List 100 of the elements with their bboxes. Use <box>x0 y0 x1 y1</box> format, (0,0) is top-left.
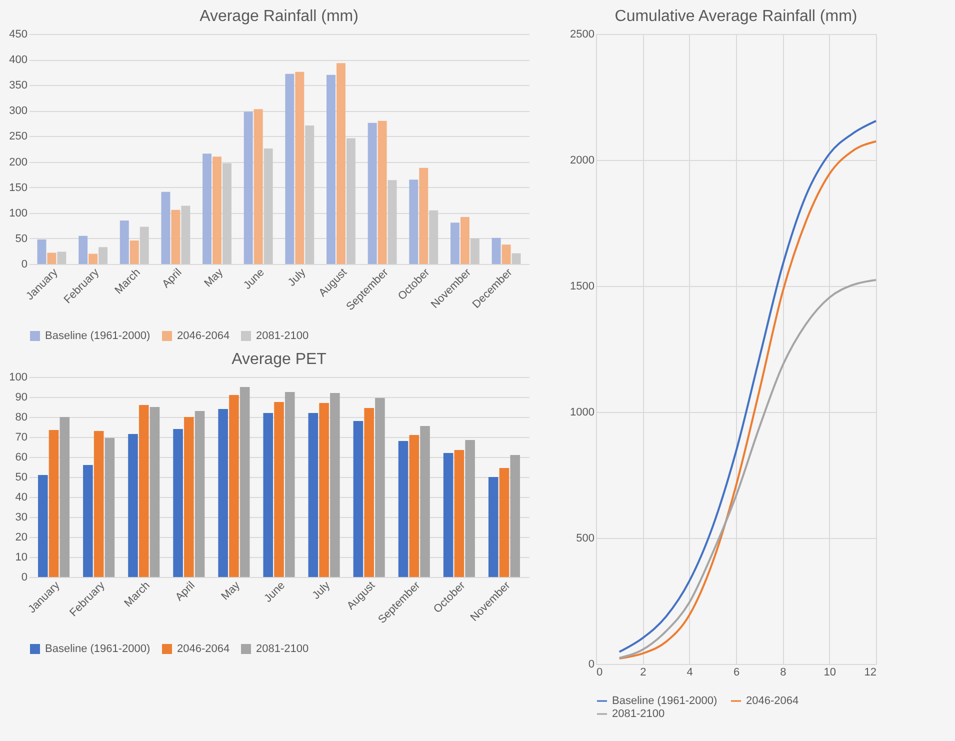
bar <box>244 112 253 264</box>
bar <box>512 253 521 264</box>
bar <box>465 440 475 577</box>
bar <box>285 74 294 264</box>
legend-label: 2081-2100 <box>256 330 309 342</box>
y-tick-label: 20 <box>15 532 28 544</box>
x-tick-label: 10 <box>824 666 836 678</box>
line-series <box>618 278 877 659</box>
legend-label: 2046-2064 <box>177 643 230 655</box>
bar <box>295 72 304 264</box>
x-tick-label: 6 <box>733 666 740 678</box>
bar <box>510 455 520 577</box>
bar <box>47 252 56 264</box>
bar <box>470 238 480 264</box>
y-tick-label: 10 <box>15 552 28 564</box>
bar <box>218 409 228 577</box>
bar <box>488 477 498 577</box>
y-tick-label: 350 <box>9 80 28 92</box>
y-tick-label: 100 <box>9 207 28 220</box>
bar <box>222 163 232 264</box>
bar <box>83 465 93 577</box>
legend-label: Baseline (1961-2000) <box>45 643 150 655</box>
bar <box>284 392 295 577</box>
bar <box>78 236 88 264</box>
bar <box>38 475 48 577</box>
legend-label: 2081-2100 <box>612 708 665 720</box>
bar <box>492 238 501 264</box>
bar <box>398 441 408 577</box>
bar <box>319 403 329 577</box>
x-tick-label: 2 <box>640 666 646 678</box>
bar <box>264 148 273 264</box>
chart-title: Cumulative Average Rainfall (mm) <box>614 8 858 25</box>
bar <box>460 216 470 264</box>
x-tick-label: 4 <box>686 666 693 678</box>
x-tick-label: July <box>286 266 308 289</box>
bar <box>202 154 212 264</box>
bar <box>346 138 356 264</box>
y-tick-label: 150 <box>9 182 28 194</box>
bar <box>60 417 70 577</box>
bar <box>336 63 346 264</box>
y-tick-label: 30 <box>15 512 28 524</box>
x-tick-label: 8 <box>780 666 786 678</box>
chart-title: Average PET <box>232 351 327 368</box>
y-tick-label: 90 <box>15 392 28 404</box>
y-tick-label: 0 <box>21 572 28 584</box>
legend-label: 2081-2100 <box>256 643 309 655</box>
bar <box>499 468 510 577</box>
bar <box>37 239 46 264</box>
bar <box>128 434 138 577</box>
legend-label: Baseline (1961-2000) <box>45 330 150 342</box>
bar <box>368 122 377 264</box>
bar <box>194 411 205 577</box>
bar <box>263 413 274 577</box>
x-tick-label: May <box>202 266 226 290</box>
bar <box>274 402 284 577</box>
y-tick-label: 0 <box>21 258 28 270</box>
y-tick-label: 200 <box>9 156 28 168</box>
y-tick-label: 40 <box>15 492 28 504</box>
bar <box>375 398 385 577</box>
y-tick-label: 2500 <box>570 28 594 40</box>
bar <box>326 74 336 264</box>
bar <box>240 387 250 577</box>
bar <box>57 252 66 264</box>
y-tick-label: 50 <box>15 232 28 245</box>
bar <box>229 395 239 577</box>
bar <box>138 405 149 577</box>
bar <box>120 220 129 264</box>
y-tick-label: 60 <box>15 452 28 464</box>
bar <box>254 109 263 264</box>
bar <box>454 450 464 577</box>
legend-label: Baseline (1961-2000) <box>612 695 718 707</box>
bar <box>388 180 397 264</box>
x-tick-label: 12 <box>864 666 876 678</box>
y-tick-label: 500 <box>576 532 594 544</box>
bar <box>419 168 428 264</box>
bar <box>450 222 460 264</box>
bar <box>353 421 364 577</box>
bar <box>364 408 374 577</box>
x-tick-label: May <box>219 579 243 603</box>
bar <box>150 407 160 577</box>
y-tick-label: 70 <box>15 432 28 444</box>
bar <box>48 430 59 577</box>
bar <box>420 426 430 577</box>
bar <box>161 192 170 264</box>
bar <box>212 156 222 264</box>
bar <box>409 180 418 264</box>
bar <box>409 435 420 577</box>
y-tick-label: 50 <box>15 472 28 484</box>
x-tick-label: 0 <box>596 666 603 678</box>
y-tick-label: 1000 <box>570 406 594 418</box>
chart-title: Average Rainfall (mm) <box>200 8 358 25</box>
bar <box>443 453 454 577</box>
bar <box>429 210 438 264</box>
y-tick-label: 100 <box>9 372 28 384</box>
bar <box>88 254 98 264</box>
bar <box>308 413 318 577</box>
bar <box>184 417 194 577</box>
bar <box>98 247 108 264</box>
y-tick-label: 300 <box>9 105 28 118</box>
bar <box>181 206 190 264</box>
